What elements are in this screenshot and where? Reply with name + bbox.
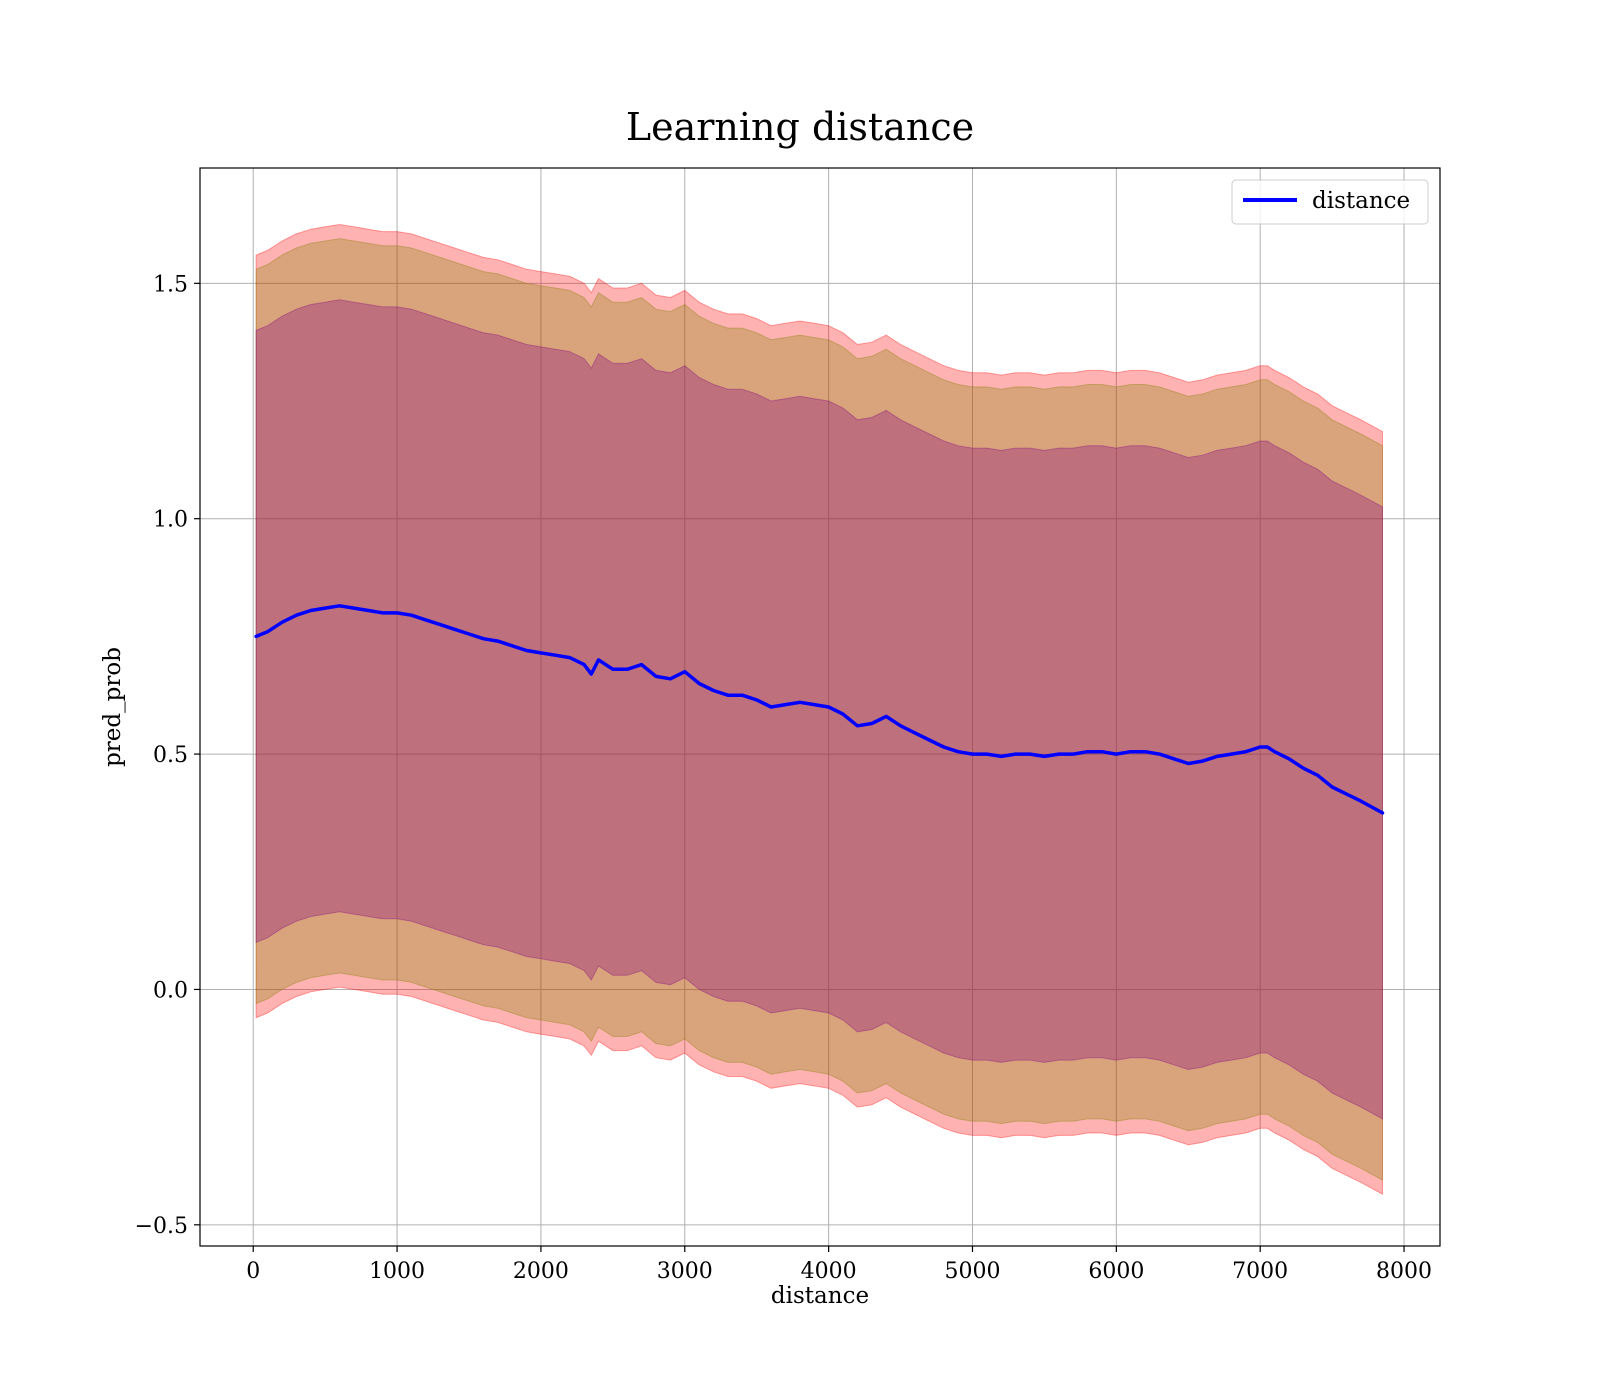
plot-frame: [199, 167, 1441, 1247]
y-axis-label: pred_prob: [100, 647, 126, 767]
confidence-band-1: [255, 223, 1383, 1196]
x-tick-label: 7000: [1232, 1259, 1288, 1284]
y-tick-label: 0.0: [153, 978, 188, 1003]
legend: distance: [1231, 179, 1429, 225]
y-tick-label: 1.0: [153, 508, 188, 533]
confidence-band-2: [255, 238, 1383, 1181]
legend-box: [1231, 179, 1429, 225]
confidence-bands: [255, 223, 1383, 1196]
series-lines: [254, 604, 1385, 815]
y-axis: −0.5 0.0 0.5 1.0 1.5: [135, 272, 200, 1239]
x-axis: 0 1000 2000 3000 4000 5000 6000 7000 8000: [246, 1246, 1432, 1284]
x-tick-label: 4000: [801, 1259, 857, 1284]
y-tick-label: −0.5: [135, 1214, 188, 1239]
chart-title: Learning distance: [626, 105, 974, 149]
x-tick-label: 5000: [944, 1259, 1000, 1284]
legend-label-distance: distance: [1312, 188, 1410, 214]
series-line-distance: [254, 604, 1385, 815]
y-tick-label: 0.5: [153, 743, 188, 768]
y-tick-label: 1.5: [153, 272, 188, 297]
x-tick-label: 1000: [369, 1259, 425, 1284]
x-tick-label: 6000: [1088, 1259, 1144, 1284]
x-tick-label: 8000: [1376, 1259, 1432, 1284]
confidence-band-3: [255, 299, 1383, 1120]
x-tick-label: 2000: [513, 1259, 569, 1284]
x-tick-label: 3000: [657, 1259, 713, 1284]
x-tick-label: 0: [246, 1259, 260, 1284]
x-axis-label: distance: [771, 1283, 869, 1309]
